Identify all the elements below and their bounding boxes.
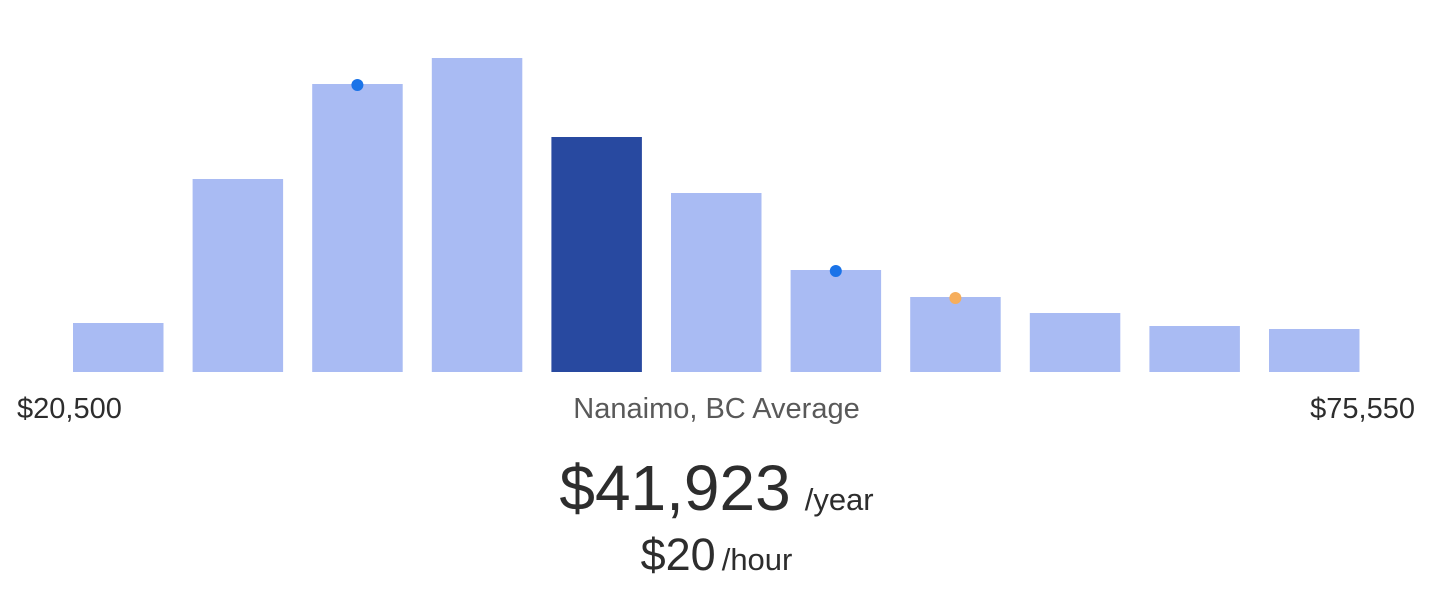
histogram-bars xyxy=(73,58,1360,372)
histogram-bar xyxy=(73,323,164,372)
histogram-markers xyxy=(351,79,962,304)
hourly-salary-amount: $20 xyxy=(640,529,716,580)
histogram-bar xyxy=(192,179,284,372)
yearly-salary-amount: $41,923 xyxy=(559,452,791,524)
range-max-label: $75,550 xyxy=(1310,393,1415,425)
hourly-salary-unit: /hour xyxy=(721,542,793,577)
histogram-bar xyxy=(671,193,762,372)
salary-histogram xyxy=(73,58,1360,372)
histogram-bar xyxy=(1029,313,1121,372)
average-caption: Nanaimo, BC Average xyxy=(573,393,860,425)
histogram-bar xyxy=(431,58,523,372)
yearly-salary-row: $41,923/year xyxy=(0,450,1433,526)
histogram-bar xyxy=(910,297,1001,372)
hourly-salary-row: $20/hour xyxy=(0,528,1433,582)
histogram-bar xyxy=(312,84,403,372)
yearly-salary-unit: /year xyxy=(804,482,874,517)
histogram-marker-dot xyxy=(949,292,962,304)
histogram-bar xyxy=(1149,326,1240,372)
histogram-bar xyxy=(790,270,882,372)
histogram-marker-dot xyxy=(829,265,842,277)
range-min-label: $20,500 xyxy=(17,393,122,425)
histogram-bar-average xyxy=(551,137,642,372)
histogram-marker-dot xyxy=(351,79,364,91)
histogram-bar xyxy=(1269,329,1360,372)
